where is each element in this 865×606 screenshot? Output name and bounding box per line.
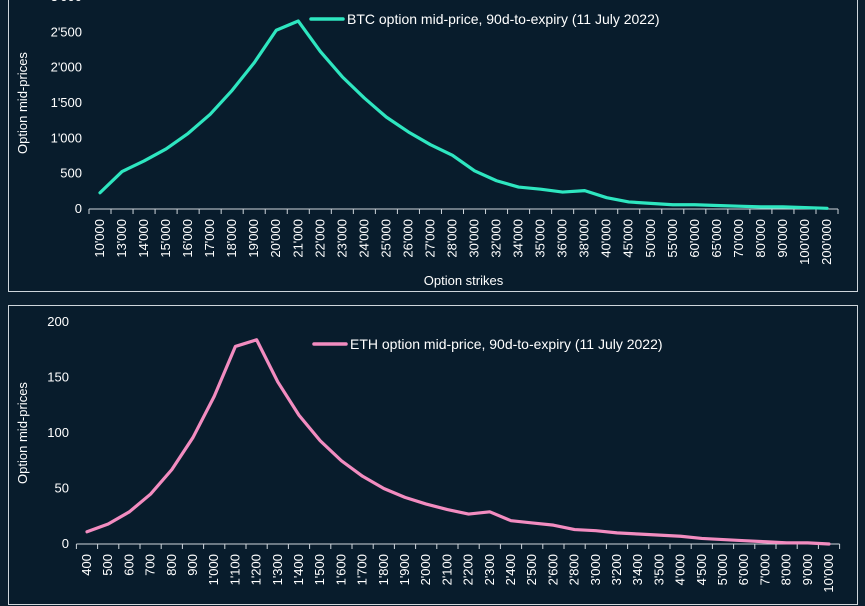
x-tick-label: 1'900 — [397, 554, 412, 585]
legend-label: BTC option mid-price, 90d-to-expiry (11 … — [347, 11, 660, 27]
x-tick-label: 800 — [164, 554, 179, 576]
x-tick-label: 4'000 — [673, 554, 688, 585]
x-tick-label: 1'200 — [249, 554, 264, 585]
x-axis-title: Option strikes — [424, 273, 504, 288]
x-tick-label: 200'000 — [819, 219, 834, 265]
x-tick-label: 1'600 — [333, 554, 348, 585]
x-tick-label: 90'000 — [775, 219, 790, 258]
x-tick-label: 2'800 — [567, 554, 582, 585]
x-tick-label: 22'000 — [312, 219, 327, 258]
x-tick-label: 1'400 — [291, 554, 306, 585]
y-tick-label: 2'500 — [51, 24, 82, 39]
x-tick-label: 80'000 — [753, 219, 768, 258]
eth-chart: 0 50 100 150 200 400 500 600 700 800 900 1'000 1'100… — [9, 306, 859, 606]
x-tick-label: 15'000 — [158, 219, 173, 258]
legend-label: ETH option mid-price, 90d-to-expiry (11 … — [350, 336, 663, 352]
y-axis-title: Option mid-prices — [15, 52, 30, 154]
x-tick-label: 34'000 — [511, 219, 526, 258]
x-tick-label: 27'000 — [422, 219, 437, 258]
x-tick-label: 2'200 — [461, 554, 476, 585]
x-tick-label: 13'000 — [114, 219, 129, 258]
x-tick-label: 7'000 — [757, 554, 772, 585]
x-tick-label: 5'000 — [715, 554, 730, 585]
x-tick-label: 40'000 — [599, 219, 614, 258]
x-tick-label: 100'000 — [797, 219, 812, 265]
x-tick-label: 1'500 — [312, 554, 327, 585]
x-tick-label: 17'000 — [202, 219, 217, 258]
x-tick-label: 26'000 — [400, 219, 415, 258]
x-tick-label: 50'000 — [643, 219, 658, 258]
x-tick-label: 28'000 — [444, 219, 459, 258]
x-tick-label: 55'000 — [665, 219, 680, 258]
series-line — [100, 21, 827, 208]
x-tick-label: 4'500 — [694, 554, 709, 585]
y-axis-title: Option mid-prices — [15, 382, 30, 484]
x-tick-label: 10'000 — [821, 554, 836, 593]
eth-chart-panel: 0 50 100 150 200 400 500 600 700 800 900 1'000 1'100… — [8, 305, 858, 605]
x-tick-label: 65'000 — [709, 219, 724, 258]
x-tick-label: 14'000 — [136, 219, 151, 258]
x-tick-label: 25'000 — [378, 219, 393, 258]
y-tick-label: 150 — [47, 370, 69, 385]
x-tick-label: 2'100 — [439, 554, 454, 585]
x-tick-label: 70'000 — [731, 219, 746, 258]
x-tick-label: 3'200 — [609, 554, 624, 585]
x-tick-label: 600 — [121, 554, 136, 576]
y-tick-label: 1'500 — [51, 95, 82, 110]
y-tick-label: 500 — [60, 166, 82, 181]
x-tick-label: 900 — [185, 554, 200, 576]
y-tick-label: 2'000 — [51, 60, 82, 75]
x-tick-label: 400 — [79, 554, 94, 576]
x-tick-label: 9'000 — [800, 554, 815, 585]
x-tick-label: 3'400 — [630, 554, 645, 585]
x-tick-label: 10'000 — [92, 219, 107, 258]
x-tick-label: 60'000 — [687, 219, 702, 258]
y-tick-label: 0 — [75, 201, 82, 216]
x-tick-label: 38'000 — [577, 219, 592, 258]
x-tick-label: 2'300 — [482, 554, 497, 585]
x-tick-label: 24'000 — [356, 219, 371, 258]
x-tick-label: 3'500 — [651, 554, 666, 585]
x-tick-label: 1'000 — [206, 554, 221, 585]
btc-chart-panel: 0 500 1'000 1'500 2'000 2'500 3'000 10'000 13'00… — [8, 0, 858, 292]
x-tick-label: 6'000 — [736, 554, 751, 585]
x-tick-label: 1'700 — [355, 554, 370, 585]
btc-chart: 0 500 1'000 1'500 2'000 2'500 3'000 10'000 13'00… — [9, 0, 859, 293]
y-tick-label: 200 — [47, 314, 69, 329]
x-tick-label: 1'300 — [270, 554, 285, 585]
x-tick-label: 45'000 — [621, 219, 636, 258]
x-tick-label: 2'500 — [524, 554, 539, 585]
y-tick-label: 50 — [55, 481, 69, 496]
x-tick-label: 16'000 — [180, 219, 195, 258]
x-tick-label: 2'600 — [545, 554, 560, 585]
x-tick-label: 20'000 — [268, 219, 283, 258]
x-tick-label: 1'100 — [227, 554, 242, 585]
x-tick-label: 2'000 — [418, 554, 433, 585]
y-tick-label: 100 — [47, 425, 69, 440]
x-tick-label: 36'000 — [555, 219, 570, 258]
x-tick-label: 35'000 — [533, 219, 548, 258]
x-tick-label: 32'000 — [489, 219, 504, 258]
y-tick-label: 3'000 — [51, 0, 82, 4]
x-tick-label: 700 — [143, 554, 158, 576]
x-tick-label: 30'000 — [467, 219, 482, 258]
y-tick-label: 0 — [62, 536, 69, 551]
x-tick-label: 8'000 — [779, 554, 794, 585]
y-tick-label: 1'000 — [51, 130, 82, 145]
x-tick-label: 18'000 — [224, 219, 239, 258]
x-tick-label: 21'000 — [290, 219, 305, 258]
x-tick-label: 23'000 — [334, 219, 349, 258]
x-tick-label: 3'000 — [588, 554, 603, 585]
x-tick-label: 500 — [100, 554, 115, 576]
series-line — [87, 340, 829, 544]
x-tick-label: 2'400 — [503, 554, 518, 585]
x-tick-label: 1'800 — [376, 554, 391, 585]
x-tick-label: 19'000 — [246, 219, 261, 258]
